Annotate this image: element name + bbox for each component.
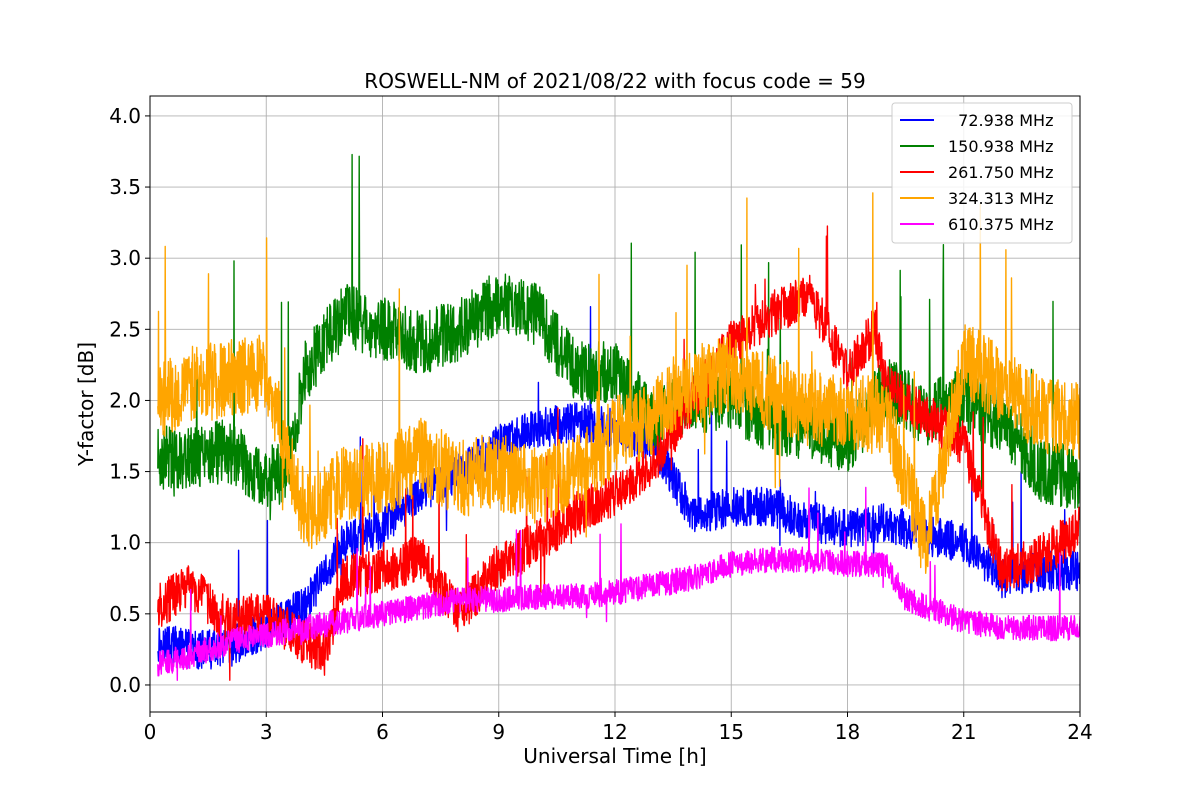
legend-label: 72.938 MHz — [948, 111, 1053, 130]
legend-label: 150.938 MHz — [948, 137, 1053, 156]
x-tick-label: 9 — [492, 720, 505, 744]
y-tick-label: 4.0 — [109, 104, 141, 128]
series-line — [157, 486, 1080, 681]
x-tick-label: 21 — [951, 720, 976, 744]
y-tick-label: 0.5 — [109, 602, 141, 626]
x-tick-label: 24 — [1067, 720, 1092, 744]
axis-ticks: 0 3 6 9 12 15 18 21 24 0.0 0.5 1.0 1.5 2.0 2.5 3.0 3.5 4.… — [109, 104, 1093, 744]
y-tick-label: 1.5 — [109, 460, 141, 484]
x-axis-label: Universal Time [h] — [523, 744, 706, 768]
series-line — [157, 225, 1080, 681]
x-tick-label: 0 — [144, 720, 157, 744]
x-tick-label: 3 — [260, 720, 273, 744]
y-tick-label: 1.0 — [109, 531, 141, 555]
x-tick-label: 18 — [835, 720, 860, 744]
series-layer — [157, 153, 1080, 681]
y-tick-label: 0.0 — [109, 673, 141, 697]
y-tick-label: 3.0 — [109, 246, 141, 270]
x-tick-label: 6 — [376, 720, 389, 744]
legend-label: 261.750 MHz — [948, 163, 1053, 182]
legend-label: 324.313 MHz — [948, 189, 1053, 208]
y-tick-label: 2.0 — [109, 388, 141, 412]
y-tick-label: 2.5 — [109, 317, 141, 341]
legend-box — [891, 102, 1073, 244]
y-axis-label: Y-factor [dB] — [74, 342, 98, 467]
legend: 72.938 MHz 150.938 MHz 261.750 MHz 324.313 … — [891, 102, 1073, 244]
chart-title: ROSWELL-NM of 2021/08/22 with focus code… — [364, 69, 865, 93]
series-line — [157, 192, 1080, 574]
legend-label: 610.375 MHz — [948, 215, 1053, 234]
x-tick-label: 15 — [719, 720, 744, 744]
x-tick-label: 12 — [602, 720, 627, 744]
y-tick-label: 3.5 — [109, 175, 141, 199]
